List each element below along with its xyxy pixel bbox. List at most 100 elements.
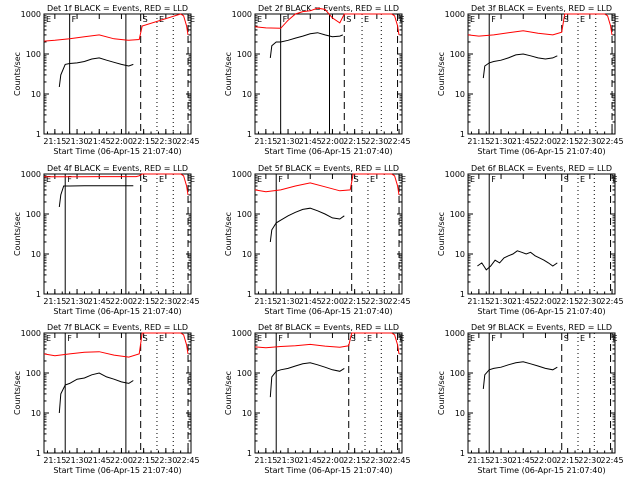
y-tick-label: 1 — [36, 449, 41, 458]
y-tick-label: 10 — [455, 90, 465, 99]
panel-title: Det 5f BLACK = Events, RED = LLD — [258, 164, 399, 173]
y-axis-label: Counts/sec — [224, 371, 233, 415]
y-tick-label: 100 — [26, 210, 41, 219]
x-tick-label: 21:45 — [299, 137, 322, 146]
x-tick-label: 22:30 — [154, 297, 177, 306]
y-tick-label: 1000 — [445, 170, 465, 179]
panel-det-1: Det 1f BLACK = Events, RED = LLD 1 10 100 10… — [13, 4, 200, 156]
x-tick-label: 22:45 — [388, 137, 411, 146]
panel-det-3: Det 3f BLACK = Events, RED = LLD 1 10 100 10… — [437, 4, 624, 156]
panel-title: Det 4f BLACK = Events, RED = LLD — [47, 164, 188, 173]
x-tick-label: 22:45 — [388, 456, 411, 465]
marker-label: F — [67, 334, 72, 343]
y-tick-label: 1000 — [21, 329, 41, 338]
x-tick-label: 22:00 — [534, 456, 557, 465]
x-tick-label: 21:45 — [88, 137, 111, 146]
panel-title: Det 8f BLACK = Events, RED = LLD — [258, 323, 399, 332]
marker-label: S — [143, 175, 148, 184]
plot-frame — [467, 332, 616, 454]
marker-label: E — [613, 334, 618, 343]
x-tick-label: 21:45 — [512, 297, 535, 306]
x-tick-label: 21:30 — [490, 456, 513, 465]
marker-label: F — [278, 175, 283, 184]
marker-label: F — [67, 175, 72, 184]
x-tick-label: 22:15 — [132, 137, 155, 146]
panel-det-7: Det 7f BLACK = Events, RED = LLD 1 10 100 10… — [13, 323, 200, 475]
marker-label: S — [346, 15, 351, 24]
marker-label: E — [159, 334, 164, 343]
panel-title: Det 2f BLACK = Events, RED = LLD — [258, 4, 399, 13]
y-tick-label: 1 — [460, 130, 465, 139]
y-tick-label: 1 — [36, 130, 41, 139]
panel-det-5: Det 5f BLACK = Events, RED = LLD 1 10 100 10… — [224, 164, 411, 316]
y-tick-label: 100 — [450, 210, 465, 219]
plot-frame — [254, 332, 403, 454]
series-events-line — [58, 185, 134, 208]
marker-label: E — [367, 334, 372, 343]
marker-label: E — [364, 15, 369, 24]
series-lld-line — [254, 173, 400, 195]
series-lld-line — [254, 332, 400, 354]
x-tick-label: 22:45 — [601, 137, 624, 146]
marker-label: E — [580, 15, 585, 24]
marker-label: E — [190, 334, 195, 343]
x-tick-label: 21:15 — [467, 456, 490, 465]
y-axis-label: Counts/sec — [13, 52, 22, 96]
x-tick-label: 22:15 — [556, 456, 579, 465]
y-tick-label: 100 — [237, 210, 252, 219]
series-events-line — [269, 32, 343, 58]
x-tick-label: 21:30 — [490, 137, 513, 146]
marker-label: S — [351, 334, 356, 343]
x-tick-label: 21:45 — [512, 137, 535, 146]
panel-title: Det 9f BLACK = Events, RED = LLD — [471, 323, 612, 332]
x-axis-label: Start Time (06-Apr-15 21:07:40) — [53, 147, 181, 156]
panel-title: Det 1f BLACK = Events, RED = LLD — [47, 4, 188, 13]
plot-frame — [254, 13, 403, 135]
marker-label: F — [283, 15, 288, 24]
y-tick-label: 10 — [455, 409, 465, 418]
series-lld-line — [467, 13, 613, 37]
marker-label: E — [613, 175, 618, 184]
x-tick-label: 22:00 — [110, 456, 133, 465]
y-axis-label: Counts/sec — [437, 371, 446, 415]
marker-label: S — [143, 15, 148, 24]
marker-label: S — [354, 175, 359, 184]
plot-frame — [43, 332, 192, 454]
panel-det-8: Det 8f BLACK = Events, RED = LLD 1 10 100 10… — [224, 323, 411, 475]
marker-label: F — [491, 175, 496, 184]
x-tick-label: 22:45 — [388, 297, 411, 306]
x-tick-label: 22:45 — [177, 456, 200, 465]
x-tick-label: 22:45 — [601, 456, 624, 465]
x-tick-label: 22:15 — [556, 297, 579, 306]
panel-det-9: Det 9f BLACK = Events, RED = LLD 1 10 100 10… — [437, 323, 624, 475]
x-tick-label: 21:45 — [299, 456, 322, 465]
x-tick-label: 22:30 — [365, 456, 388, 465]
x-tick-label: 22:30 — [578, 137, 601, 146]
x-tick-label: 21:45 — [512, 456, 535, 465]
x-tick-label: 21:30 — [490, 297, 513, 306]
marker-label: F — [72, 15, 77, 24]
panel-det-6: Det 6f BLACK = Events, RED = LLD 1 10 100 10… — [437, 164, 624, 316]
y-tick-label: 1 — [460, 290, 465, 299]
y-tick-label: 1000 — [21, 170, 41, 179]
marker-label: F — [491, 334, 496, 343]
x-tick-label: 22:15 — [132, 297, 155, 306]
x-tick-label: 21:30 — [66, 137, 89, 146]
marker-label: E — [370, 175, 375, 184]
marker-label: E — [257, 15, 262, 24]
marker-label: S — [564, 15, 569, 24]
x-tick-label: 22:45 — [601, 297, 624, 306]
x-axis-label: Start Time (06-Apr-15 21:07:40) — [477, 307, 605, 316]
marker-label: E — [580, 334, 585, 343]
marker-label: E — [190, 175, 195, 184]
x-tick-label: 21:30 — [277, 297, 300, 306]
series-events-line — [482, 53, 558, 79]
marker-label: E — [400, 334, 405, 343]
marker-label: E — [46, 175, 51, 184]
x-axis-label: Start Time (06-Apr-15 21:07:40) — [477, 147, 605, 156]
y-tick-label: 10 — [31, 90, 41, 99]
x-tick-label: 22:30 — [154, 137, 177, 146]
series-lld-line — [43, 13, 189, 42]
x-tick-label: 21:15 — [43, 456, 66, 465]
